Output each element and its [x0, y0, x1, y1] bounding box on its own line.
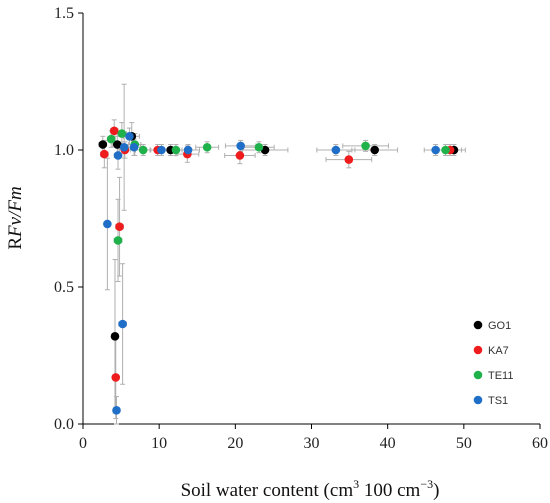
data-point-ka7	[115, 222, 124, 232]
x-axis-label-main: Soil water content (cm	[181, 480, 354, 501]
data-point-te11	[138, 145, 148, 155]
data-point-ka7	[111, 373, 121, 382]
data-point-ts1	[125, 132, 134, 141]
y-tick-group: 0.0 0.5 1.0 1.5	[54, 5, 83, 433]
x-tick-label: 50	[456, 435, 472, 452]
legend-label-ka7: KA7	[488, 345, 509, 357]
data-point-ts1	[119, 142, 129, 152]
x-tick-label: 10	[151, 435, 167, 452]
data-point-te11	[117, 129, 127, 138]
y-axis-label-italic: Fv/Fm	[5, 186, 26, 238]
x-axis-label-sup2: −3	[420, 477, 433, 491]
x-tick-label: 60	[532, 435, 548, 452]
legend-marker-te11	[473, 370, 483, 380]
data-point-ts1	[331, 145, 341, 155]
x-tick-label: 20	[227, 435, 243, 452]
data-point-go1	[98, 140, 108, 149]
data-point-ka7	[100, 149, 109, 159]
data-point-group	[98, 126, 459, 415]
data-point-te11	[361, 141, 370, 151]
x-tick-label: 0	[79, 435, 87, 452]
data-point-ts1	[118, 319, 127, 329]
y-axis-label: RFv/Fm	[5, 186, 26, 249]
data-point-te11	[106, 134, 116, 144]
x-axis-label: Soil water content (cm3 100 cm−3)	[181, 477, 440, 501]
data-point-ka7	[235, 151, 245, 160]
legend-marker-ts1	[473, 395, 483, 405]
y-axis-label-prefix: R	[5, 237, 26, 250]
data-point-te11	[113, 236, 123, 245]
data-point-go1	[112, 140, 122, 149]
x-tick-label: 30	[304, 435, 320, 452]
data-point-ts1	[103, 219, 112, 229]
y-tick-label: 1.5	[54, 5, 74, 22]
data-point-ka7	[344, 155, 354, 164]
data-point-ka7	[109, 126, 119, 136]
x-axis-label-end: )	[433, 480, 439, 501]
legend-label-te11: TE11	[488, 370, 513, 382]
legend: GO1 KA7 TE11 TS1	[473, 320, 513, 407]
legend-label-ts1: TS1	[488, 395, 508, 407]
data-point-te11	[254, 142, 264, 152]
data-point-te11	[171, 145, 181, 155]
data-point-ts1	[112, 406, 121, 415]
data-point-go1	[370, 145, 380, 155]
plot-area: 0 10 20 30 40 50 60 0.0 0.5 1.0 1.5	[54, 5, 548, 452]
data-point-ts1	[236, 141, 245, 151]
legend-marker-go1	[473, 320, 483, 330]
data-point-te11	[441, 145, 450, 155]
data-point-te11	[202, 142, 212, 152]
data-point-ts1	[157, 145, 166, 155]
x-tick-group: 0 10 20 30 40 50 60	[79, 424, 548, 452]
error-bar-group	[98, 83, 466, 425]
data-point-ts1	[183, 145, 193, 155]
x-tick-label: 40	[380, 435, 396, 452]
data-point-go1	[110, 332, 120, 341]
x-axis-label-mid: 100 cm	[359, 480, 420, 501]
data-point-ts1	[129, 142, 139, 152]
y-tick-label: 1.0	[54, 142, 74, 159]
data-point-ts1	[431, 145, 440, 155]
data-point-ts1	[113, 151, 123, 160]
x-axis-label-sup1: 3	[353, 477, 359, 491]
legend-marker-ka7	[473, 345, 483, 355]
legend-label-go1: GO1	[488, 320, 511, 332]
y-tick-label: 0.5	[54, 279, 74, 296]
y-tick-label: 0.0	[54, 416, 74, 433]
